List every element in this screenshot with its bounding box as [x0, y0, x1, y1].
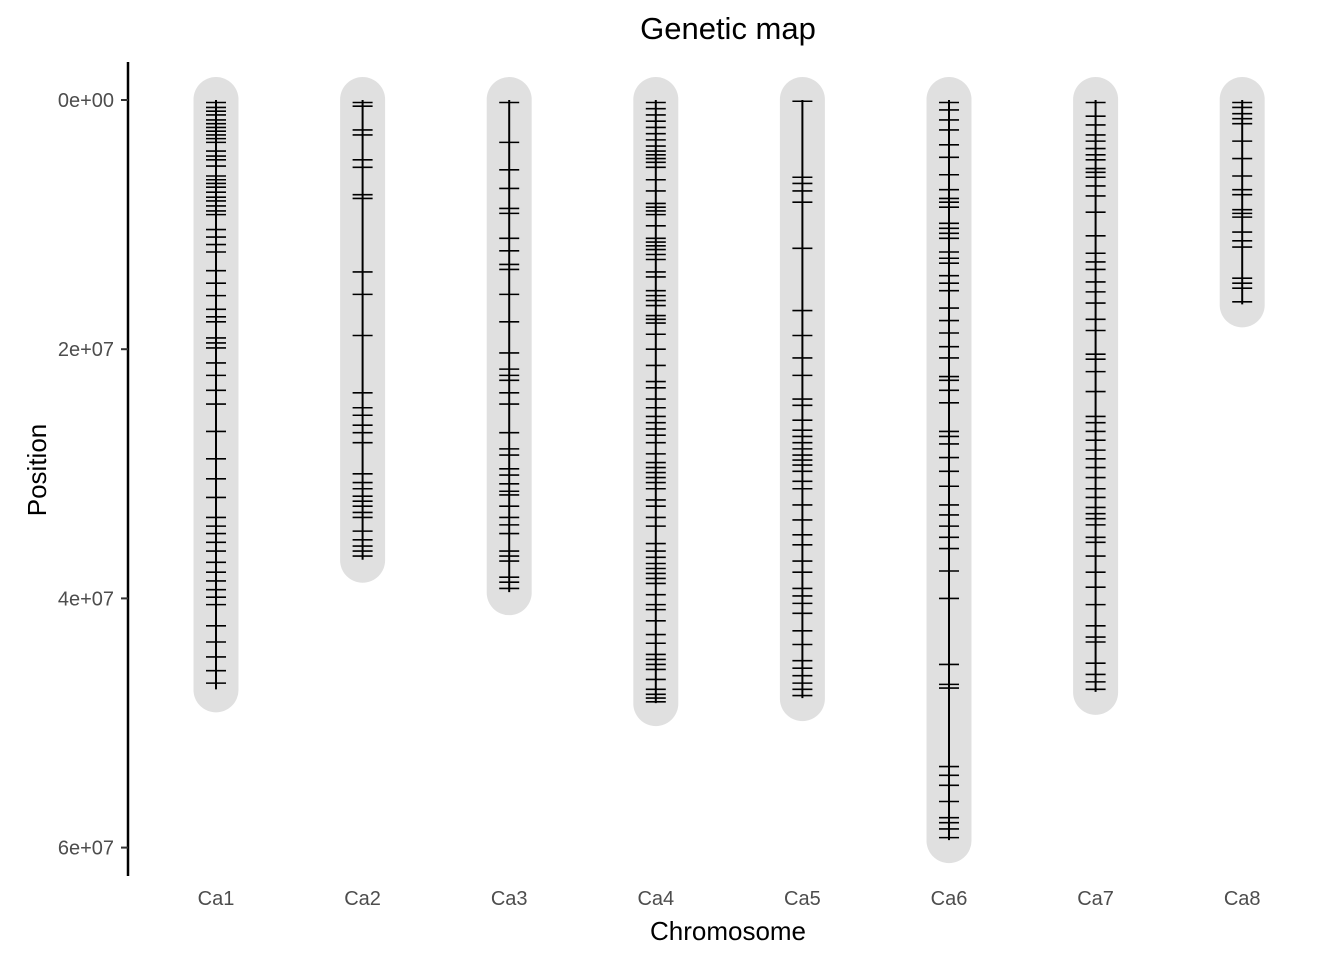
y-tick-label: 6e+07 [58, 838, 114, 860]
x-tick-label: Ca6 [931, 888, 968, 910]
y-axis-title: Position [22, 424, 52, 517]
x-tick-label: Ca8 [1224, 888, 1261, 910]
x-tick-label: Ca5 [784, 888, 821, 910]
chromosome-ca2 [340, 77, 386, 583]
x-tick-label: Ca4 [637, 888, 674, 910]
y-tick-label: 2e+07 [58, 339, 114, 361]
chromosome-ca8 [1219, 77, 1265, 328]
y-tick-label: 4e+07 [58, 588, 114, 610]
x-tick-label: Ca2 [344, 888, 381, 910]
chromosome-ca6 [926, 77, 972, 864]
chromosomes-layer [193, 77, 1265, 864]
x-tick-label: Ca3 [491, 888, 528, 910]
x-tick-label: Ca1 [198, 888, 235, 910]
chromosome-ca5 [779, 77, 825, 722]
x-tick-label: Ca7 [1077, 888, 1114, 910]
chromosome-ca1 [193, 77, 239, 713]
x-axis-ticks: Ca1 Ca2 Ca3 Ca4 Ca5 Ca6 Ca7 Ca8 [198, 888, 1261, 910]
y-axis-ticks: 0e+00 2e+07 4e+07 6e+07 [58, 90, 128, 860]
x-axis-title: Chromosome [650, 916, 806, 946]
chromosome-ca7 [1073, 77, 1119, 715]
chromosome-ca3 [486, 77, 532, 616]
chromosome-ca4 [633, 77, 679, 727]
y-tick-label: 0e+00 [58, 90, 114, 112]
chart-title: Genetic map [640, 11, 816, 46]
